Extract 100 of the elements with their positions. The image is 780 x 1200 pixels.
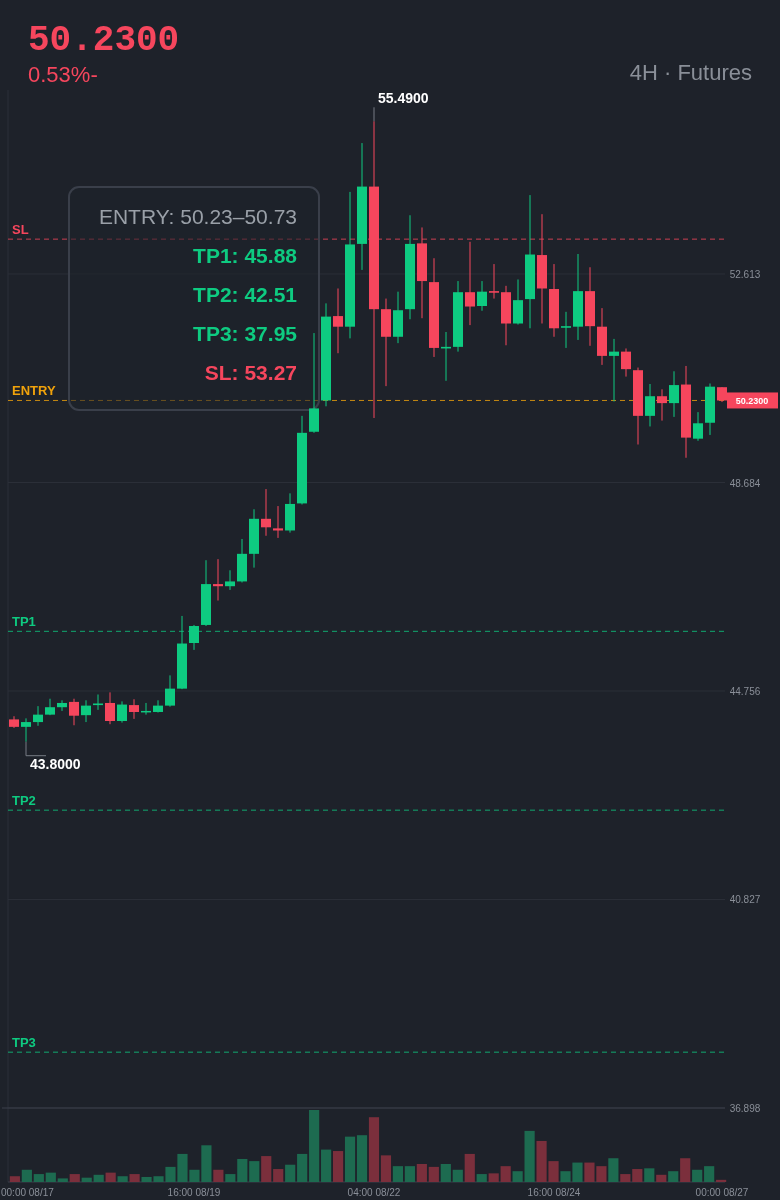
- bar: [500, 1166, 511, 1182]
- bar: [21, 1169, 32, 1182]
- annotation: TP2: 42.51: [193, 283, 298, 306]
- bar: [416, 1164, 427, 1182]
- candlestick: [645, 383, 655, 427]
- bar: [692, 1169, 703, 1182]
- bar: [356, 1135, 368, 1182]
- bar: [105, 1172, 116, 1182]
- candlestick: [693, 411, 703, 442]
- bar: [225, 1174, 236, 1182]
- text: 50.2300: [28, 20, 180, 61]
- bar: [404, 1166, 415, 1182]
- bar: [368, 1117, 380, 1182]
- candlestick: [117, 700, 127, 724]
- candlestick: [477, 280, 487, 312]
- bar: [476, 1174, 487, 1182]
- y-tick-label: 40.827: [729, 894, 761, 906]
- x-tick-label: 00:00 08/27: [695, 1187, 749, 1198]
- candlestick: [561, 311, 571, 349]
- candlestick: [69, 698, 79, 726]
- bar: [608, 1158, 619, 1182]
- y-tick-label: 52.613: [729, 269, 761, 280]
- y-tick-label: 36.898: [729, 1103, 761, 1114]
- bar: [213, 1169, 224, 1182]
- annotation: 55.4900: [378, 90, 429, 107]
- x-tick-label: 00:00 08/17: [1, 1187, 55, 1198]
- y-tick-label: 44.756: [729, 685, 761, 697]
- bar: [680, 1158, 691, 1182]
- annotation: TP3: 37.95: [193, 322, 298, 345]
- annotation: TP1: 45.88: [193, 244, 298, 267]
- bar: [620, 1174, 631, 1182]
- bar: [452, 1169, 463, 1182]
- candlestick: [21, 717, 31, 743]
- y-tick-label: 48.684: [729, 477, 761, 489]
- bar: [93, 1174, 104, 1182]
- ref-line-label: TP2: [12, 793, 36, 809]
- bar: [716, 1179, 727, 1182]
- bar: [273, 1169, 284, 1182]
- bar: [656, 1174, 667, 1182]
- candlestick: [657, 388, 667, 422]
- bar: [309, 1110, 320, 1182]
- bar: [644, 1168, 655, 1182]
- candlestick: [45, 698, 55, 716]
- candlestick: [669, 370, 679, 418]
- ref-line-label: TP1: [12, 614, 36, 630]
- candlestick: [165, 674, 175, 708]
- bar: [57, 1178, 68, 1182]
- bar: [261, 1156, 272, 1182]
- bar: [129, 1174, 140, 1182]
- bar: [464, 1153, 475, 1182]
- candlestick: [273, 505, 283, 539]
- candlestick: [309, 332, 319, 434]
- bar: [524, 1130, 535, 1182]
- bar: [632, 1169, 643, 1182]
- candlestick: [129, 698, 139, 720]
- candlestick: [225, 569, 235, 591]
- candlestick: [105, 691, 115, 725]
- bar: [285, 1164, 296, 1182]
- x-tick-label: 16:00 08/24: [527, 1187, 581, 1198]
- bar: [392, 1166, 404, 1182]
- candlestick: [261, 488, 271, 537]
- annotation: ENTRY: 50.23–50.73: [98, 205, 297, 228]
- bar: [249, 1161, 260, 1182]
- bar: [117, 1176, 128, 1182]
- candlestick: [333, 287, 343, 354]
- bar: [668, 1171, 679, 1182]
- bar: [380, 1155, 392, 1182]
- bar: [33, 1174, 44, 1182]
- ref-line-label: TP3: [12, 1035, 36, 1051]
- bar: [704, 1166, 715, 1182]
- candlestick: [81, 699, 91, 723]
- candlestick: [621, 347, 631, 378]
- bar: [344, 1136, 356, 1182]
- bar: [237, 1158, 248, 1182]
- candlestick: [93, 693, 103, 711]
- candlestick: [153, 699, 163, 714]
- annotation: SL: 53.27: [204, 361, 297, 384]
- bar: [321, 1149, 332, 1182]
- bar: [297, 1153, 308, 1182]
- text: 50.2300: [735, 396, 769, 407]
- text: 4H · Futures: [629, 60, 752, 85]
- candlestick: [489, 263, 499, 300]
- ref-line-label: ENTRY: [12, 383, 56, 399]
- bar: [428, 1166, 439, 1182]
- candlestick: [57, 699, 67, 712]
- bar: [9, 1176, 20, 1182]
- candlestick: [33, 705, 43, 727]
- x-tick-label: 16:00 08/19: [167, 1187, 221, 1198]
- bar: [81, 1177, 92, 1182]
- bar: [488, 1173, 499, 1182]
- bar: [332, 1151, 344, 1182]
- ref-line-label: SL: [12, 222, 29, 238]
- candlestick: [213, 558, 223, 602]
- candlestick: [513, 278, 523, 326]
- bar: [440, 1164, 451, 1182]
- candlestick: [465, 241, 475, 326]
- bar: [512, 1171, 523, 1182]
- x-tick-label: 04:00 08/22: [347, 1187, 401, 1198]
- bar: [69, 1174, 80, 1182]
- annotation: 43.8000: [30, 755, 81, 772]
